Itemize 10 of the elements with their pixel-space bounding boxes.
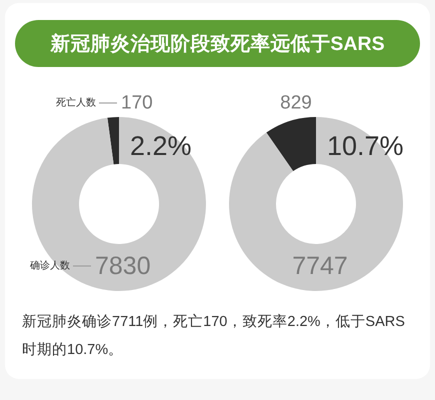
text: 2.2% [130, 131, 192, 161]
data-label: 829 [280, 92, 312, 114]
text: 10.7% [327, 131, 404, 161]
data-label: 7747 [292, 252, 348, 280]
slice-label: 确诊人数 [29, 260, 70, 272]
data-label: 170 [121, 92, 153, 114]
chart-title: 新冠肺炎治现阶段致死率远低于SARS [49, 32, 385, 55]
text: 新冠肺炎确诊7711例，死亡170，致死率2.2%，低于SARS时期的10.7%。 [22, 313, 405, 358]
data-label: 7830 [95, 252, 151, 280]
slice-label: 死亡人数 [56, 96, 96, 108]
